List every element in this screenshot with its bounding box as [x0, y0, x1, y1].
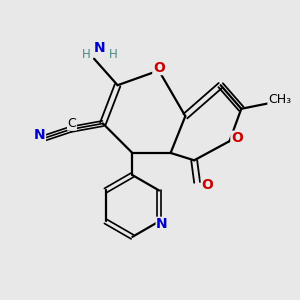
Text: C: C [68, 117, 76, 130]
Text: O: O [202, 178, 213, 192]
Text: O: O [231, 131, 243, 145]
Text: N: N [34, 128, 45, 142]
Text: CH₃: CH₃ [268, 93, 291, 106]
Text: N: N [156, 217, 168, 231]
Text: N: N [94, 41, 106, 56]
Text: O: O [153, 61, 165, 75]
Text: H: H [109, 48, 118, 61]
Text: H: H [82, 48, 91, 61]
